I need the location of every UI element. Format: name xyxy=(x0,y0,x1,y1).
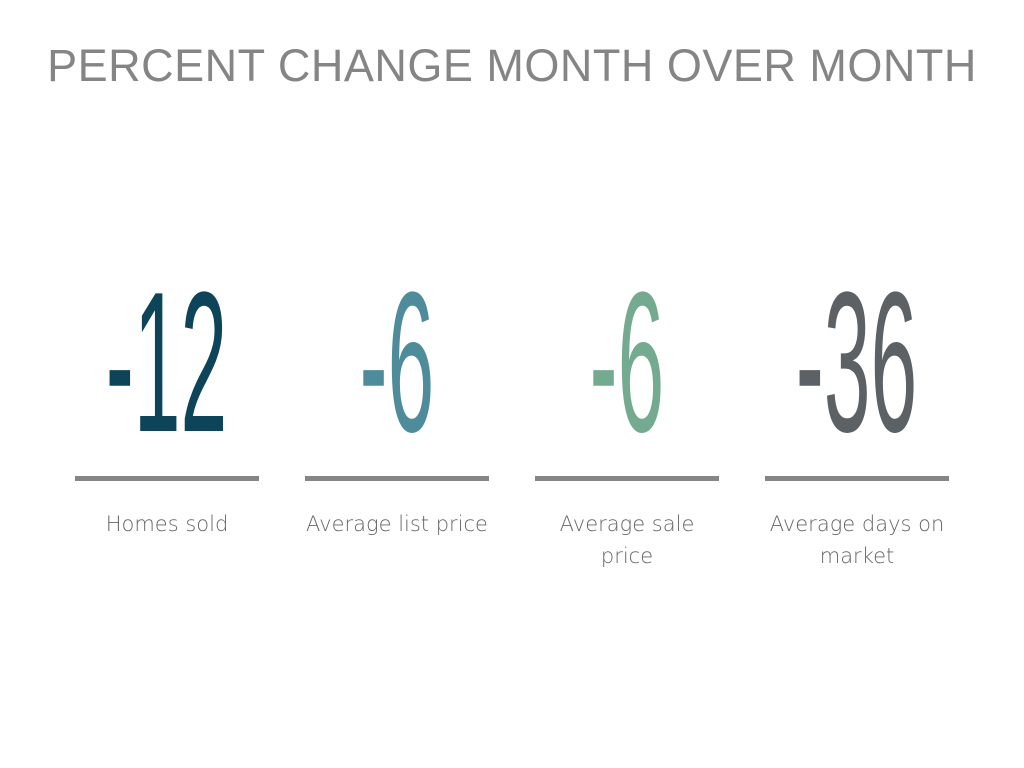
stat-value: -6 xyxy=(589,251,665,474)
stat-value: -12 xyxy=(106,251,228,474)
divider xyxy=(305,476,489,481)
stat-homes-sold: -12 Homes sold xyxy=(75,263,259,536)
stat-label: Homes sold xyxy=(105,512,229,536)
stat-average-list-price: -6 Average list price xyxy=(305,263,489,536)
stat-average-days-on-market: -36 Average days on market xyxy=(765,263,949,568)
stat-label: Average list price xyxy=(306,512,488,536)
stat-value: -36 xyxy=(796,251,918,474)
divider xyxy=(75,476,259,481)
stat-value: -6 xyxy=(359,251,435,474)
divider xyxy=(765,476,949,481)
divider xyxy=(535,476,719,481)
stat-label: Average days on market xyxy=(769,512,945,568)
stat-average-sale-price: -6 Average sale price xyxy=(535,263,719,568)
stat-label: Average sale price xyxy=(559,512,695,568)
page-title: PERCENT CHANGE MONTH OVER MONTH xyxy=(47,40,977,91)
